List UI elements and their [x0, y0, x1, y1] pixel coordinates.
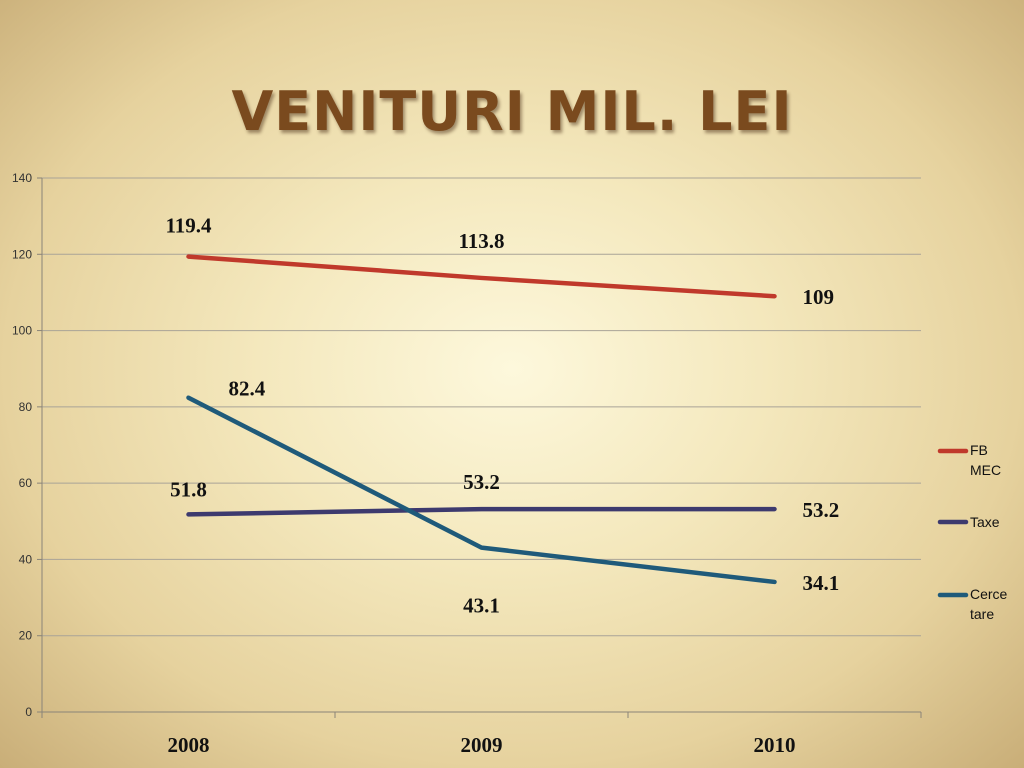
y-tick-label-120: 120 [12, 247, 32, 261]
data-label-2-1: 43.1 [463, 594, 500, 618]
data-label-2-0: 82.4 [229, 377, 266, 401]
series-line-0 [186, 254, 777, 299]
series-line-1 [186, 506, 777, 517]
y-tick-label-100: 100 [12, 324, 32, 338]
y-tick-label-140: 140 [12, 171, 32, 185]
data-label-1-2: 53.2 [803, 498, 840, 522]
x-tick-label-2009: 2009 [461, 733, 503, 757]
chart-title: VENITURI MIL. LEI [231, 80, 793, 143]
data-label-0-2: 109 [803, 285, 835, 309]
legend: FB MEC Taxe Cerce tare [937, 442, 1008, 622]
grid-lines [42, 177, 921, 637]
y-tick-label-0: 0 [25, 705, 32, 719]
y-tick-label-80: 80 [19, 400, 33, 414]
legend-label-0-0: FB [970, 442, 988, 458]
y-axis-ticks: 0 20 40 60 80 100 120 140 [12, 171, 42, 719]
legend-label-2-0: Cerce [970, 586, 1008, 602]
data-label-1-0: 51.8 [170, 477, 207, 501]
x-tick-label-2010: 2010 [754, 733, 796, 757]
x-tick-label-2008: 2008 [168, 733, 210, 757]
data-label-2-2: 34.1 [803, 571, 840, 595]
y-tick-label-60: 60 [19, 476, 33, 490]
series-lines [186, 254, 777, 585]
y-tick-label-20: 20 [19, 629, 33, 643]
y-tick-label-40: 40 [19, 552, 33, 566]
data-label-0-0: 119.4 [165, 214, 212, 238]
data-labels: 119.4 113.8 109 51.8 53.2 53.2 82.4 43.1 34.1 [165, 214, 839, 618]
data-label-1-1: 53.2 [463, 470, 500, 494]
legend-label-0-1: MEC [970, 462, 1001, 478]
x-axis-ticks: 2008 2009 2010 [41, 712, 922, 757]
data-label-0-1: 113.8 [458, 229, 504, 253]
axes [41, 178, 921, 713]
legend-label-2-1: tare [970, 606, 994, 622]
legend-label-1-0: Taxe [970, 514, 1000, 530]
